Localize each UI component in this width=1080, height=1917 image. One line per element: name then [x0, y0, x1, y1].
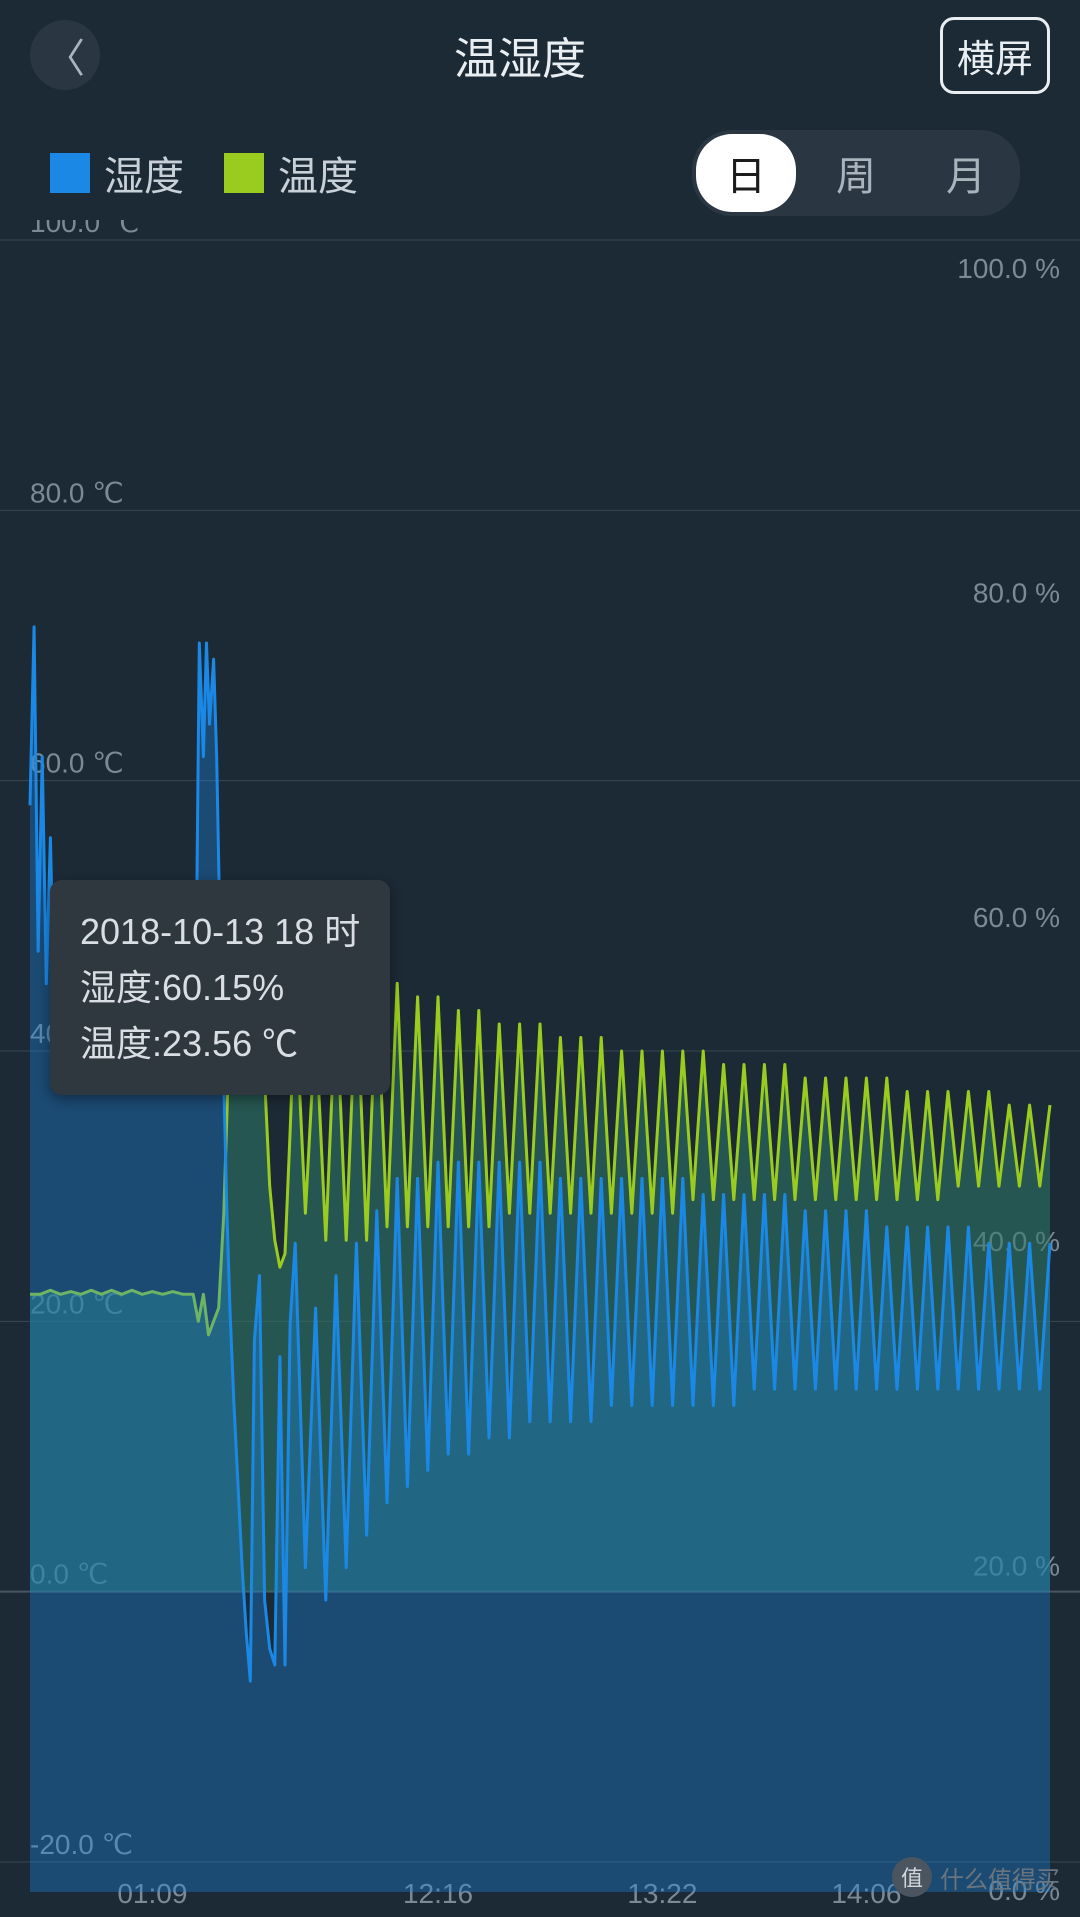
legend-label-temperature: 温度 [278, 144, 358, 202]
legend-label-humidity: 湿度 [104, 144, 184, 202]
landscape-button[interactable]: 横屏 [940, 17, 1050, 94]
legend-item-humidity: 湿度 [50, 144, 184, 202]
watermark: 值 什么值得买 [892, 1857, 1060, 1897]
svg-text:80.0 %: 80.0 % [973, 577, 1060, 608]
tooltip-humidity: 湿度:60.15% [80, 960, 360, 1016]
svg-text:80.0 ℃: 80.0 ℃ [30, 477, 124, 508]
legend-item-temperature: 温度 [224, 144, 358, 202]
chart-tooltip: 2018-10-13 18 时 湿度:60.15% 温度:23.56 ℃ [50, 880, 390, 1095]
watermark-text: 什么值得买 [940, 1860, 1060, 1895]
range-tabs: 日 周 月 [692, 130, 1020, 216]
tab-week[interactable]: 周 [806, 134, 906, 212]
tab-day[interactable]: 日 [696, 134, 796, 212]
svg-text:60.0 %: 60.0 % [973, 902, 1060, 933]
svg-text:100.0 ℃: 100.0 ℃ [30, 220, 139, 238]
svg-text:60.0 ℃: 60.0 ℃ [30, 748, 124, 779]
legend-swatch-humidity [50, 153, 90, 193]
tooltip-temperature: 温度:23.56 ℃ [80, 1016, 360, 1072]
watermark-icon: 值 [892, 1857, 932, 1897]
app-header: 〈 温湿度 横屏 [0, 0, 1080, 110]
legend: 湿度 温度 [50, 144, 358, 202]
svg-text:100.0 %: 100.0 % [957, 253, 1060, 284]
back-button[interactable]: 〈 [30, 20, 100, 90]
legend-swatch-temperature [224, 153, 264, 193]
tooltip-timestamp: 2018-10-13 18 时 [80, 904, 360, 960]
page-title: 温湿度 [454, 23, 586, 87]
tab-month[interactable]: 月 [916, 134, 1016, 212]
chevron-left-icon: 〈 [45, 26, 85, 84]
chart-area[interactable]: 100.0 ℃80.0 ℃60.0 ℃40.0 ℃20.0 ℃0.0 ℃-20.… [0, 220, 1080, 1917]
